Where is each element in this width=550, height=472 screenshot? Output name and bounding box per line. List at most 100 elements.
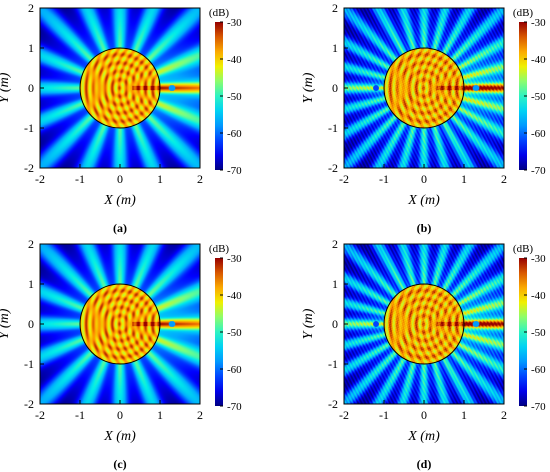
x-tick-label: 0 (117, 408, 123, 422)
colorbar-tick-label: -50 (227, 91, 242, 103)
x-tick-label: -1 (379, 172, 389, 186)
panel-label: (b) (417, 221, 432, 235)
y-tick-label: -1 (24, 121, 34, 135)
scatterer-circle (79, 47, 161, 129)
panel-label: (d) (417, 457, 432, 471)
y-tick-label: 2 (332, 237, 338, 251)
y-tick-label: 0 (28, 317, 34, 331)
y-tick-label: 0 (332, 317, 338, 331)
colorbar-tick-label: -70 (531, 165, 546, 177)
scatterer-circle (79, 283, 161, 365)
x-tick-label: 2 (197, 408, 203, 422)
colorbar-tick-label: -70 (531, 401, 546, 413)
x-tick-label: -2 (35, 408, 45, 422)
y-axis-label: Y (m) (301, 72, 316, 103)
colorbar-unit: (dB) (513, 243, 534, 255)
x-tick-label: -2 (339, 408, 349, 422)
colorbar-tick-label: -40 (227, 290, 242, 302)
colorbar-tick-label: -60 (227, 128, 242, 140)
y-tick-label: -1 (24, 357, 34, 371)
scatterer-circle (383, 283, 465, 365)
y-tick-label: 1 (28, 277, 34, 291)
y-tick-label: -1 (328, 357, 338, 371)
panel-label: (a) (113, 221, 127, 235)
colorbar-tick-label: -30 (227, 253, 242, 265)
x-tick-label: 0 (117, 172, 123, 186)
colorbar-unit: (dB) (209, 243, 230, 255)
colorbar-ticks: -30 -40 -50 -60 -70 (524, 17, 546, 177)
colorbar-gradient (215, 22, 223, 170)
x-axis-label: X (m) (103, 193, 136, 208)
panel-a: -2 -1 0 1 2 -2 -1 0 1 2 X (m) Y (m) (dB) -30 -40 -… (0, 0, 275, 236)
panel-b: -2 -1 0 1 2 -2 -1 0 1 2 X (m) Y (m) (dB) -30 -40-… (275, 0, 550, 236)
heatmap-image (40, 8, 200, 168)
y-tick-label: 1 (332, 41, 338, 55)
x-tick-label: 1 (461, 172, 467, 186)
x-tick-label: 2 (501, 408, 507, 422)
x-tick-label: 2 (501, 172, 507, 186)
colorbar: (dB) -30 -40 -50 -60 -70 (513, 243, 546, 413)
y-axis-label: Y (m) (0, 308, 12, 339)
x-axis-label: X (m) (103, 429, 136, 444)
x-tick-label: 1 (157, 172, 163, 186)
y-ticks: -2 -1 0 1 2 (24, 1, 44, 175)
y-tick-label: 1 (28, 41, 34, 55)
colorbar-tick-label: -50 (227, 327, 242, 339)
heatmap-image (344, 8, 504, 168)
colorbar-unit: (dB) (513, 7, 534, 19)
x-ticks: -2 -1 0 1 2 (35, 164, 203, 186)
colorbar-ticks: -30 -40 -50 -60 -70 (524, 253, 546, 413)
colorbar: (dB) -30 -40 -50 -60 -70 (209, 7, 242, 177)
colorbar-tick-label: -50 (531, 327, 546, 339)
colorbar-tick-label: -70 (227, 401, 242, 413)
panel-label: (c) (113, 457, 126, 471)
x-ticks: -2 -1 0 1 2 (339, 400, 507, 422)
x-tick-label: 1 (461, 408, 467, 422)
y-tick-label: -2 (328, 161, 338, 175)
colorbar-tick-label: -60 (227, 364, 242, 376)
y-tick-label: -2 (24, 161, 34, 175)
heatmap-image (344, 244, 504, 404)
y-ticks: -2 -1 0 1 2 (24, 237, 44, 411)
y-ticks: -2 -1 0 1 2 (328, 1, 348, 175)
y-ticks: -2 -1 0 1 2 (328, 237, 348, 411)
x-tick-label: -1 (75, 408, 85, 422)
colorbar-tick-label: -50 (531, 91, 546, 103)
y-tick-label: 2 (28, 1, 34, 15)
y-tick-label: 2 (332, 1, 338, 15)
x-tick-label: 0 (421, 172, 427, 186)
y-axis-label: Y (m) (301, 308, 316, 339)
colorbar-gradient (519, 22, 527, 170)
x-tick-label: -2 (35, 172, 45, 186)
colorbar-tick-label: -40 (227, 54, 242, 66)
colorbar-ticks: -30 -40 -50 -60 -70 (220, 17, 242, 177)
colorbar-ticks: -30 -40 -50 -60 -70 (220, 253, 242, 413)
colorbar: (dB) -30 -40 -50 -60 -70 (513, 7, 546, 177)
x-tick-label: -2 (339, 172, 349, 186)
panel-a-svg: -2 -1 0 1 2 -2 -1 0 1 2 X (m) Y (m) (dB) -30 -40 -… (0, 1, 242, 235)
x-tick-label: 2 (197, 172, 203, 186)
colorbar-tick-label: -30 (227, 17, 242, 29)
colorbar-tick-label: -60 (531, 364, 546, 376)
panel-d: -2 -1 0 1 2 -2 -1 0 1 2 X (m) Y (m) (dB) -30 -40-… (275, 236, 550, 472)
heatmap-image (40, 244, 200, 404)
x-ticks: -2 -1 0 1 2 (35, 400, 203, 422)
x-axis-label: X (m) (407, 429, 440, 444)
x-ticks: -2 -1 0 1 2 (339, 164, 507, 186)
colorbar-tick-label: -40 (531, 290, 546, 302)
x-tick-label: -1 (75, 172, 85, 186)
scatterer-circle (383, 47, 465, 129)
y-tick-label: -2 (328, 397, 338, 411)
y-tick-label: 1 (332, 277, 338, 291)
y-tick-label: 2 (28, 237, 34, 251)
colorbar-unit: (dB) (209, 7, 230, 19)
x-tick-label: 1 (157, 408, 163, 422)
colorbar: (dB) -30 -40 -50 -60 -70 (209, 243, 242, 413)
colorbar-tick-label: -40 (531, 54, 546, 66)
y-axis-label: Y (m) (0, 72, 12, 103)
